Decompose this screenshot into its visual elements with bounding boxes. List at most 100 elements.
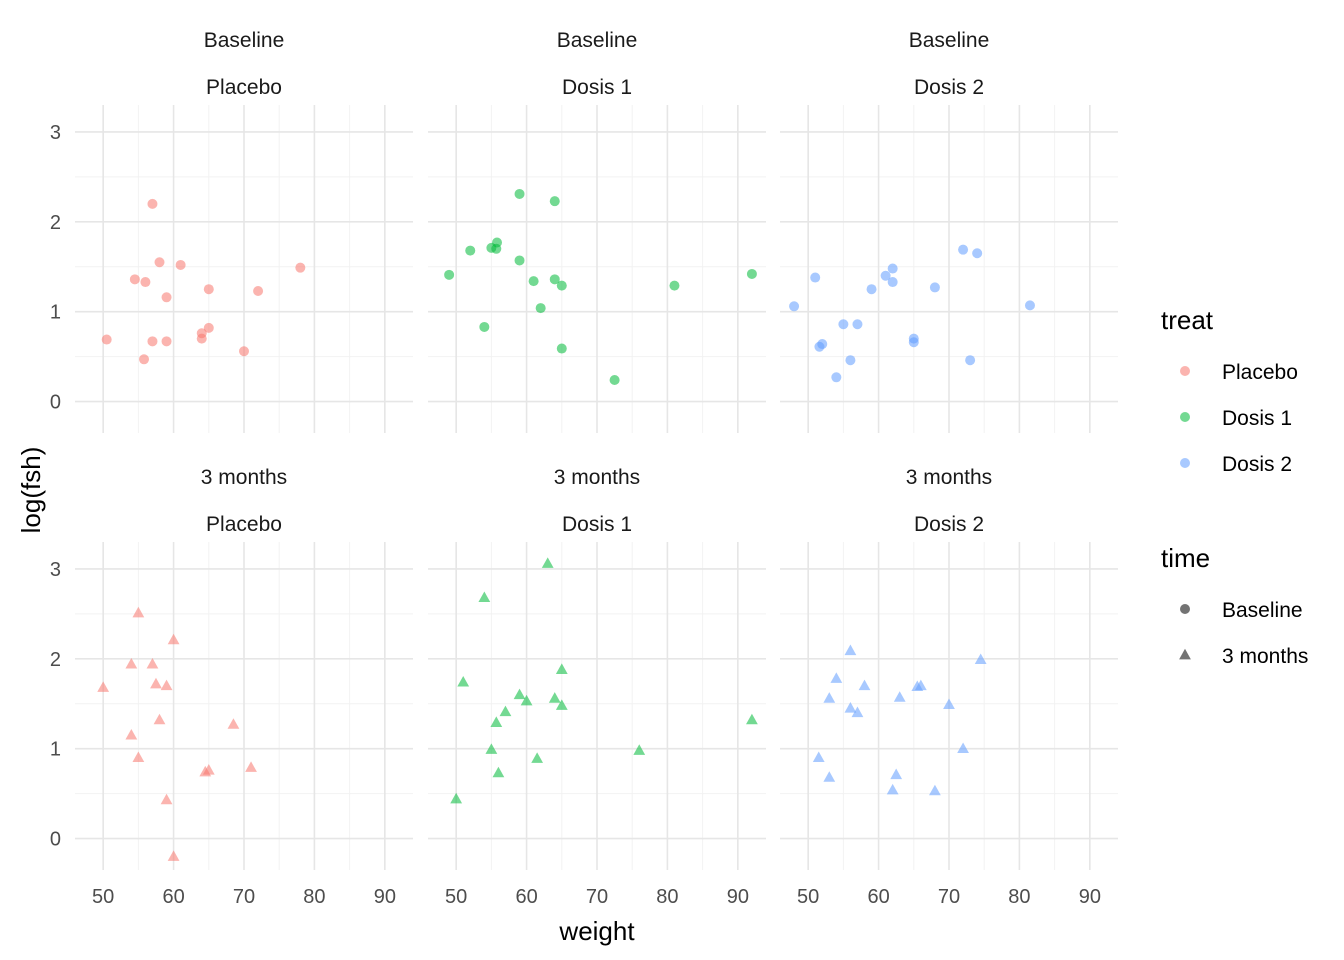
data-point	[147, 198, 158, 209]
data-point	[746, 713, 758, 725]
panel-baseline-placebo: Baseline Placebo 0 1 2 3	[50, 29, 413, 433]
data-point	[492, 766, 505, 778]
panel-3-months-dosis-2: 3 months Dosis 2 50 60 70 80 90	[780, 466, 1118, 908]
legend-key-dosis-1	[1180, 412, 1190, 422]
data-point	[161, 292, 172, 303]
y-tick-label: 0	[50, 392, 61, 414]
data-point	[478, 591, 491, 603]
legend-label-3-months: 3 months	[1222, 645, 1308, 668]
legend-key-placebo	[1180, 366, 1190, 376]
data-point	[140, 277, 151, 288]
data-point	[295, 262, 306, 273]
data-point	[132, 606, 145, 618]
data-point	[150, 677, 162, 689]
y-tick-label: 1	[50, 739, 61, 761]
strip-label-time: Baseline	[557, 29, 638, 52]
data-point	[457, 675, 470, 687]
panel-baseline-dosis-2: Baseline Dosis 2	[780, 29, 1118, 433]
data-point	[154, 257, 165, 268]
x-tick-label: 70	[586, 886, 608, 908]
data-point	[465, 245, 476, 256]
data-point	[609, 374, 620, 385]
data-point	[160, 793, 173, 805]
y-tick-label: 3	[50, 559, 61, 581]
data-point	[514, 255, 525, 266]
x-tick-label: 80	[303, 886, 325, 908]
data-point	[196, 333, 207, 344]
data-point	[974, 653, 987, 665]
data-point	[535, 303, 546, 314]
data-point	[203, 322, 214, 333]
panel-baseline-dosis-1: Baseline Dosis 1	[428, 29, 766, 433]
data-point	[450, 792, 463, 804]
y-tick-label: 0	[50, 829, 61, 851]
strip-label-time: 3 months	[201, 466, 287, 489]
y-tick-label: 2	[50, 212, 61, 234]
data-point	[880, 270, 891, 281]
legend-title: time	[1161, 543, 1210, 573]
data-point	[245, 761, 257, 772]
data-point	[958, 244, 969, 255]
data-point	[167, 850, 180, 861]
data-point	[929, 784, 941, 796]
data-point	[556, 280, 567, 291]
data-point	[858, 679, 871, 691]
data-point	[844, 702, 857, 713]
legend-key-baseline	[1180, 604, 1190, 614]
data-point	[838, 319, 849, 330]
strip-label-time: 3 months	[906, 466, 992, 489]
legend-label-baseline: Baseline	[1222, 599, 1303, 622]
x-tick-label: 60	[515, 886, 537, 908]
data-point	[555, 699, 568, 710]
data-point	[492, 237, 503, 248]
data-point	[167, 633, 180, 645]
data-point	[817, 339, 828, 350]
strip-label-treat: Dosis 2	[914, 513, 984, 536]
x-axis-title: weight	[558, 916, 635, 946]
data-point	[514, 188, 525, 199]
data-point	[845, 355, 856, 366]
data-point	[852, 319, 863, 330]
legend-title: treat	[1161, 305, 1214, 335]
data-point	[886, 783, 899, 795]
data-point	[555, 663, 568, 674]
data-point	[153, 713, 166, 725]
data-point	[146, 658, 159, 669]
data-point	[908, 337, 919, 348]
data-point	[239, 346, 249, 357]
data-point	[499, 705, 512, 717]
y-tick-label: 3	[50, 122, 61, 144]
data-point	[851, 706, 864, 718]
data-point	[633, 744, 646, 755]
strip-label-treat: Dosis 2	[914, 76, 984, 99]
data-point	[812, 751, 825, 763]
data-point	[943, 698, 955, 709]
data-point	[125, 658, 138, 669]
data-point	[490, 716, 503, 727]
strip-label-treat: Dosis 1	[562, 513, 632, 536]
panel-3-months-placebo: 3 months Placebo 0 1 2 3 50 60 70 80 90	[50, 466, 413, 908]
data-point	[485, 743, 498, 754]
data-point	[227, 718, 240, 729]
strip-label-time: 3 months	[554, 466, 640, 489]
x-tick-label: 60	[867, 886, 889, 908]
data-point	[1024, 300, 1035, 311]
data-point	[203, 284, 214, 295]
data-point	[830, 672, 843, 683]
strip-label-time: Baseline	[909, 29, 990, 52]
data-point	[97, 681, 110, 692]
data-point	[669, 280, 680, 291]
legend-key-dosis-2	[1180, 458, 1190, 468]
x-tick-label: 70	[938, 886, 960, 908]
legend-key-3-months	[1179, 648, 1191, 660]
strip-label-treat: Placebo	[206, 513, 282, 536]
x-tick-label: 70	[233, 886, 255, 908]
data-point	[479, 321, 490, 332]
x-tick-label: 80	[1008, 886, 1030, 908]
data-point	[556, 343, 567, 354]
data-point	[531, 752, 544, 763]
data-point	[147, 336, 158, 347]
data-point	[161, 336, 172, 347]
data-point	[129, 274, 140, 285]
